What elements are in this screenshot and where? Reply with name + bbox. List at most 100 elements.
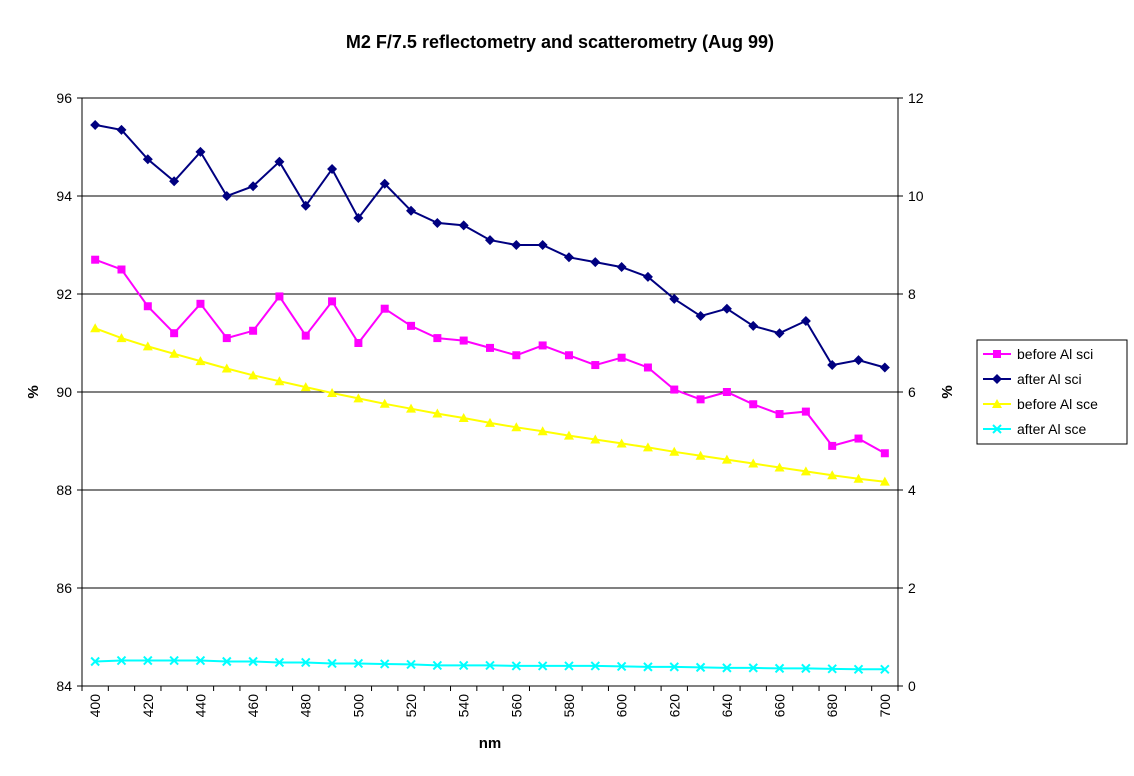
y-tick-label-left: 86 xyxy=(56,580,72,596)
data-point xyxy=(116,124,127,135)
data-point xyxy=(380,659,390,669)
data-point xyxy=(563,252,574,263)
data-point xyxy=(774,328,785,339)
series-after-al-sci xyxy=(90,119,890,373)
data-point xyxy=(432,660,443,671)
data-point xyxy=(248,181,259,192)
data-point xyxy=(458,412,469,422)
data-point xyxy=(827,664,837,674)
y-tick-label-left: 88 xyxy=(56,482,72,498)
legend-item: after Al sce xyxy=(983,421,1086,437)
series-before-al-sci xyxy=(91,255,889,458)
legend-label: after Al sci xyxy=(1017,371,1082,387)
y-tick-label-left: 94 xyxy=(56,188,72,204)
data-point xyxy=(249,326,258,335)
data-point xyxy=(248,656,258,667)
data-point xyxy=(274,657,285,668)
data-point xyxy=(992,399,1002,408)
legend-label: before Al sce xyxy=(1017,396,1098,412)
data-point xyxy=(353,393,364,403)
data-point xyxy=(696,395,705,404)
data-point xyxy=(617,353,626,362)
data-point xyxy=(169,655,179,666)
data-point xyxy=(406,403,417,413)
data-point xyxy=(90,323,101,333)
series-after-al-sce xyxy=(90,655,890,675)
data-point xyxy=(380,304,389,313)
data-point xyxy=(511,661,522,671)
data-point xyxy=(195,146,206,157)
x-tick-label: 620 xyxy=(666,694,682,718)
data-point xyxy=(643,662,653,672)
data-point xyxy=(590,434,601,444)
data-point xyxy=(853,355,864,366)
legend-box xyxy=(976,339,1128,445)
data-point xyxy=(143,655,153,666)
data-point xyxy=(354,339,363,347)
data-point xyxy=(169,348,180,358)
data-point xyxy=(169,176,180,187)
data-point xyxy=(353,213,364,224)
x-axis-label: nm xyxy=(479,735,502,752)
x-tick-label: 580 xyxy=(561,694,577,718)
y-tick-label-right: 12 xyxy=(908,90,924,106)
data-point xyxy=(669,446,680,456)
legend-label: after Al sce xyxy=(1017,421,1086,437)
data-point xyxy=(537,426,548,436)
data-point xyxy=(222,334,231,343)
data-point xyxy=(695,450,706,460)
axes: 84 86 88 90 92 94 96 0 2 4 6 8 10 12 400 420 440 460 480 50… xyxy=(56,90,923,717)
data-point xyxy=(117,265,126,274)
y-tick-label-right: 2 xyxy=(908,580,916,596)
data-point xyxy=(695,662,706,673)
y-tick-label-right: 4 xyxy=(908,482,916,498)
x-tick-label: 600 xyxy=(614,694,630,718)
x-tick-label: 460 xyxy=(245,694,261,718)
x-tick-label: 520 xyxy=(403,694,419,718)
data-point xyxy=(353,658,364,669)
data-point xyxy=(511,422,522,432)
series-before-al-sce xyxy=(90,323,890,486)
data-point xyxy=(90,119,101,130)
data-point xyxy=(669,662,679,672)
data-point xyxy=(643,363,652,372)
y-tick-label-left: 92 xyxy=(56,286,72,302)
data-point xyxy=(432,217,443,228)
data-point xyxy=(563,430,574,440)
data-point xyxy=(274,156,285,167)
data-point xyxy=(642,271,653,282)
y-tick-label-left: 96 xyxy=(56,90,72,106)
data-point xyxy=(722,388,731,396)
grid-lines xyxy=(82,195,898,589)
y-tick-label-left: 84 xyxy=(56,678,72,694)
data-point xyxy=(328,297,337,306)
data-point xyxy=(407,321,416,330)
x-tick-label: 560 xyxy=(508,694,524,718)
data-point xyxy=(748,458,759,468)
data-point xyxy=(406,659,416,670)
data-point xyxy=(458,220,469,231)
data-point xyxy=(195,356,206,366)
data-point xyxy=(854,434,863,443)
data-point xyxy=(879,362,890,373)
data-point xyxy=(695,311,706,322)
data-point xyxy=(170,329,179,338)
data-point xyxy=(221,191,232,201)
data-point xyxy=(801,663,811,674)
data-point xyxy=(616,661,627,672)
x-tick-label: 500 xyxy=(350,694,366,718)
legend-item: before Al sci xyxy=(983,346,1093,362)
data-point xyxy=(274,376,285,386)
data-point xyxy=(775,410,784,419)
data-point xyxy=(433,334,442,343)
data-point xyxy=(300,200,311,211)
data-point xyxy=(195,655,206,666)
x-tick-label: 400 xyxy=(87,694,103,718)
x-tick-label: 680 xyxy=(824,694,840,718)
chart-title: M2 F/7.5 reflectometry and scatterometry… xyxy=(346,32,774,52)
data-point xyxy=(800,315,811,326)
data-point xyxy=(721,303,732,314)
data-point xyxy=(853,664,864,675)
x-tick-label: 700 xyxy=(877,694,893,718)
